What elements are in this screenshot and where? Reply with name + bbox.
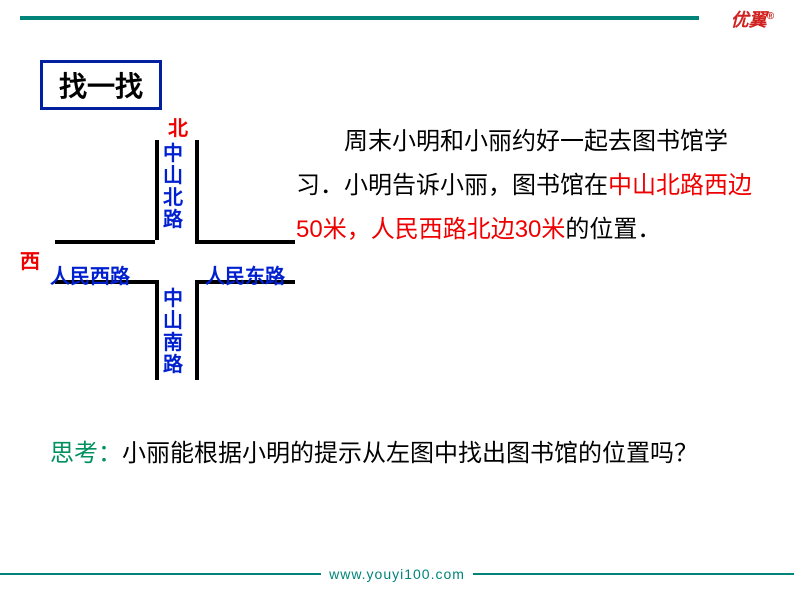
road-segment: [195, 140, 199, 240]
paragraph-text-2: 的位置．: [565, 216, 661, 243]
brand-logo-text: 优翼: [731, 10, 767, 30]
section-title: 找一找: [59, 71, 143, 102]
compass-north-label: 北: [168, 112, 188, 141]
road-segment: [55, 240, 155, 244]
top-accent-rule: [20, 16, 699, 20]
compass-west-label: 西: [20, 245, 40, 274]
road-segment: [195, 240, 295, 244]
footer-url: www.youyi100.com: [329, 566, 465, 582]
footer-rule-right: [473, 573, 794, 575]
intersection-diagram: 北 西 中山北路 中山南路 人民西路 人民东路: [20, 110, 290, 380]
road-segment: [155, 140, 159, 240]
brand-logo-mark: ®: [767, 11, 774, 22]
brand-logo: 优翼®: [731, 6, 774, 32]
question-block: 思考：小丽能根据小明的提示从左图中找出图书馆的位置吗？: [50, 430, 744, 478]
body-paragraph: 周末小明和小丽约好一起去图书馆学习．小明告诉小丽，图书馆在中山北路西边50米，人…: [296, 120, 754, 252]
footer-rule-left: [0, 573, 321, 575]
road-label-zhongshan-north: 中山北路: [163, 143, 185, 231]
section-title-box: 找一找: [40, 60, 162, 110]
road-label-zhongshan-south: 中山南路: [163, 288, 185, 376]
road-segment: [155, 280, 159, 380]
footer: www.youyi100.com: [0, 566, 794, 582]
question-label: 思考：: [50, 440, 122, 467]
road-label-renmin-west: 人民西路: [50, 260, 130, 289]
question-text: 小丽能根据小明的提示从左图中找出图书馆的位置吗？: [122, 440, 698, 467]
road-segment: [195, 280, 199, 380]
road-label-renmin-east: 人民东路: [205, 260, 285, 289]
